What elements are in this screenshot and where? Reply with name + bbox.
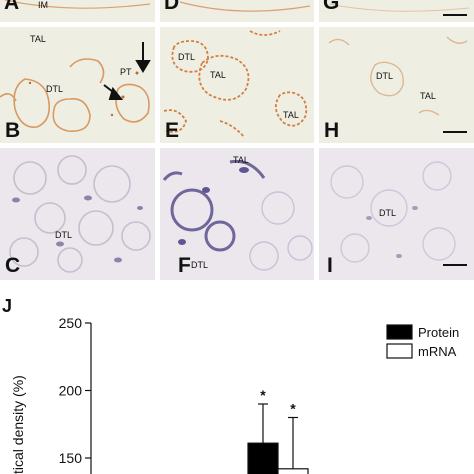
micrograph-panel-i: DTL I	[319, 148, 474, 280]
micrograph-panel-c: DTL C	[0, 148, 155, 280]
panel-e-texture	[163, 30, 308, 138]
optical-density-chart: J tical density (%) 150 200 250 * * Protein…	[2, 296, 459, 474]
panel-e-label-tal-1: TAL	[210, 70, 226, 80]
panel-e-letter: E	[165, 119, 180, 142]
panel-f-label-dtl: DTL	[191, 260, 209, 270]
micrograph-panel-f: TAL F DTL	[160, 148, 314, 280]
micrograph-panel-e: DTL TAL TAL E	[160, 27, 314, 143]
panel-e-label-dtl: DTL	[178, 52, 196, 62]
panel-f-texture	[162, 159, 313, 271]
panel-c-letter: C	[5, 254, 21, 277]
panel-c-texture	[9, 155, 151, 273]
panel-i-letter: I	[327, 254, 333, 277]
panel-i-scale-bar	[443, 264, 467, 266]
micrograph-panel-b: TAL PT DTL B	[0, 27, 155, 143]
panel-h-label-dtl: DTL	[376, 71, 394, 81]
panel-b-texture	[0, 42, 151, 132]
y-axis-label: tical density (%)	[10, 375, 26, 474]
mrna-bar	[277, 468, 309, 474]
micrograph-panel-a: A IM	[0, 0, 155, 22]
panel-b-letter: B	[5, 119, 21, 142]
micrograph-panel-d: D	[160, 0, 314, 22]
panel-b-label-dtl: DTL	[46, 84, 64, 94]
micrograph-panel-g: G	[319, 0, 474, 22]
legend-label-protein: Protein	[418, 325, 459, 340]
legend-label-mrna: mRNA	[418, 344, 457, 359]
panel-a-texture	[4, 0, 151, 9]
panel-g-scale-bar	[443, 14, 467, 16]
protein-significance-star: *	[260, 387, 266, 403]
panel-f-letter: F	[178, 254, 191, 277]
panel-j-letter: J	[2, 296, 12, 316]
y-tick-label-2: 250	[59, 315, 83, 331]
legend-swatch-mrna	[386, 343, 413, 359]
panel-a-label-im: IM	[38, 0, 48, 10]
y-tick-label-0: 150	[59, 450, 83, 466]
panel-h-letter: H	[324, 119, 340, 142]
panel-i-texture	[330, 161, 456, 263]
panel-h-label-tal: TAL	[420, 91, 436, 101]
panel-a-letter: A	[4, 0, 20, 14]
panel-c-label-dtl: DTL	[55, 230, 73, 240]
panel-e-label-tal-2: TAL	[283, 110, 299, 120]
y-tick-label-1: 200	[59, 383, 83, 399]
panel-b-label-pt: PT	[120, 67, 132, 77]
legend-swatch-protein	[386, 324, 413, 340]
panel-h-scale-bar	[443, 131, 467, 133]
panel-g-texture	[328, 3, 470, 12]
panel-h-texture	[328, 36, 468, 116]
mrna-significance-star: *	[290, 401, 296, 417]
panel-f-label-tal: TAL	[233, 155, 249, 165]
panel-d-letter: D	[164, 0, 180, 14]
micrograph-panel-h: DTL TAL H	[319, 27, 474, 143]
panel-g-letter: G	[323, 0, 340, 14]
panel-d-texture	[179, 1, 311, 12]
panel-i-label-dtl: DTL	[379, 208, 397, 218]
protein-bar	[247, 442, 279, 474]
panel-b-label-tal: TAL	[30, 34, 46, 44]
